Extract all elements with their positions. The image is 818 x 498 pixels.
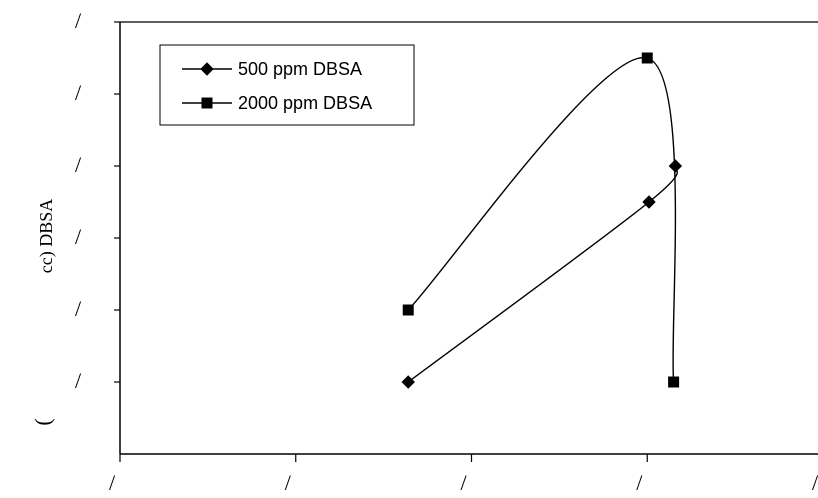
legend: 500 ppm DBSA 2000 ppm DBSA [159, 44, 415, 126]
y-axis-title: cc) DBSA [36, 199, 57, 274]
series-2000ppm [402, 52, 680, 388]
legend-label: 2000 ppm DBSA [238, 93, 372, 113]
x-axis-ticks: / / / / / [109, 454, 818, 495]
y-tick-label: / [75, 80, 82, 105]
y-axis-title-group: cc) DBSA ( [30, 199, 57, 426]
legend-marker [201, 97, 213, 109]
legend-item: 500 ppm DBSA [182, 59, 362, 79]
legend-label: 500 ppm DBSA [238, 59, 362, 79]
y-tick-label: / [75, 152, 82, 177]
y-tick-label: / [75, 296, 82, 321]
square-marker [641, 52, 653, 64]
x-tick-label: / [285, 470, 292, 493]
legend-box [159, 44, 415, 126]
y-axis-ticks: / / / / / / [75, 8, 120, 393]
x-tick-label: / [636, 470, 643, 493]
x-tick-label: / [812, 470, 818, 493]
diamond-marker [401, 375, 415, 389]
series-500ppm [401, 159, 683, 389]
legend-item: 2000 ppm DBSA [182, 93, 372, 113]
y-tick-label: / [75, 8, 82, 33]
legend-items: 500 ppm DBSA 2000 ppm DBSA [182, 59, 372, 113]
square-marker [668, 376, 680, 388]
square-marker [402, 304, 414, 316]
y-tick-label: / [75, 368, 82, 393]
y-tick-label: / [75, 224, 82, 249]
x-tick-label: / [460, 470, 467, 493]
series-line [407, 165, 678, 383]
y-axis-extra-glyph: ( [30, 418, 55, 425]
diamond-marker [642, 195, 656, 209]
series-layer [401, 52, 683, 389]
x-tick-label: / [109, 470, 116, 493]
legend-marker [200, 62, 214, 76]
